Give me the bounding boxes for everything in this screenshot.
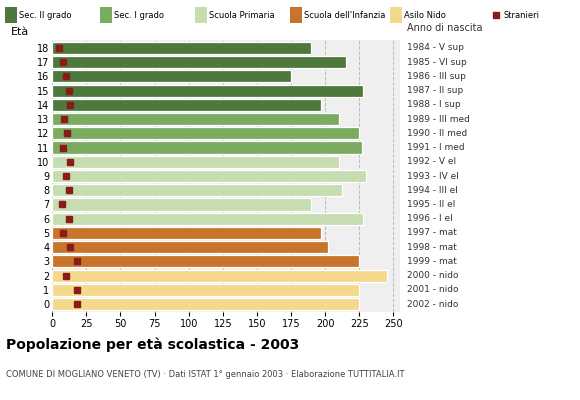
- Bar: [52, 170, 366, 182]
- Text: Scuola Primaria: Scuola Primaria: [209, 11, 274, 20]
- Bar: [52, 298, 359, 310]
- Bar: [52, 198, 311, 210]
- Bar: [52, 42, 311, 54]
- Text: COMUNE DI MOGLIANO VENETO (TV) · Dati ISTAT 1° gennaio 2003 · Elaborazione TUTTI: COMUNE DI MOGLIANO VENETO (TV) · Dati IS…: [6, 370, 404, 379]
- Text: 1995 - II el: 1995 - II el: [407, 200, 455, 209]
- Text: Sec. I grado: Sec. I grado: [114, 11, 164, 20]
- Text: Età: Età: [10, 27, 28, 37]
- Bar: [52, 156, 339, 168]
- Text: 1998 - mat: 1998 - mat: [407, 243, 456, 252]
- Bar: [52, 84, 363, 97]
- Text: 1990 - II med: 1990 - II med: [407, 129, 467, 138]
- Text: 2001 - nido: 2001 - nido: [407, 286, 458, 294]
- Bar: [52, 270, 386, 282]
- FancyBboxPatch shape: [290, 7, 302, 23]
- Text: 1991 - I med: 1991 - I med: [407, 143, 464, 152]
- Bar: [52, 70, 291, 82]
- Text: 1986 - III sup: 1986 - III sup: [407, 72, 466, 81]
- Bar: [52, 284, 359, 296]
- Bar: [52, 142, 362, 154]
- Text: 1994 - III el: 1994 - III el: [407, 186, 458, 195]
- Text: Scuola dell'Infanzia: Scuola dell'Infanzia: [304, 11, 385, 20]
- Text: Anno di nascita: Anno di nascita: [407, 23, 482, 33]
- Text: Asilo Nido: Asilo Nido: [404, 11, 446, 20]
- FancyBboxPatch shape: [195, 7, 207, 23]
- Bar: [52, 213, 363, 225]
- Bar: [52, 99, 321, 111]
- Bar: [52, 227, 321, 239]
- FancyBboxPatch shape: [100, 7, 112, 23]
- FancyBboxPatch shape: [5, 7, 17, 23]
- Text: 1996 - I el: 1996 - I el: [407, 214, 452, 223]
- Text: 1988 - I sup: 1988 - I sup: [407, 100, 460, 109]
- Text: 1984 - V sup: 1984 - V sup: [407, 43, 463, 52]
- Bar: [52, 255, 359, 268]
- Text: Sec. II grado: Sec. II grado: [19, 11, 71, 20]
- Text: 2000 - nido: 2000 - nido: [407, 271, 458, 280]
- Bar: [52, 56, 346, 68]
- Text: 1997 - mat: 1997 - mat: [407, 228, 456, 238]
- Text: 1987 - II sup: 1987 - II sup: [407, 86, 463, 95]
- Bar: [52, 113, 339, 125]
- Bar: [52, 127, 359, 139]
- FancyBboxPatch shape: [390, 7, 402, 23]
- Text: Stranieri: Stranieri: [504, 11, 540, 20]
- Text: 1985 - VI sup: 1985 - VI sup: [407, 58, 466, 66]
- Text: 1999 - mat: 1999 - mat: [407, 257, 456, 266]
- Text: 1993 - IV el: 1993 - IV el: [407, 172, 458, 180]
- Bar: [52, 184, 342, 196]
- Bar: [52, 241, 328, 253]
- Text: 1992 - V el: 1992 - V el: [407, 157, 456, 166]
- Text: Popolazione per età scolastica - 2003: Popolazione per età scolastica - 2003: [6, 338, 299, 352]
- Text: 1989 - III med: 1989 - III med: [407, 114, 469, 124]
- Text: 2002 - nido: 2002 - nido: [407, 300, 458, 309]
